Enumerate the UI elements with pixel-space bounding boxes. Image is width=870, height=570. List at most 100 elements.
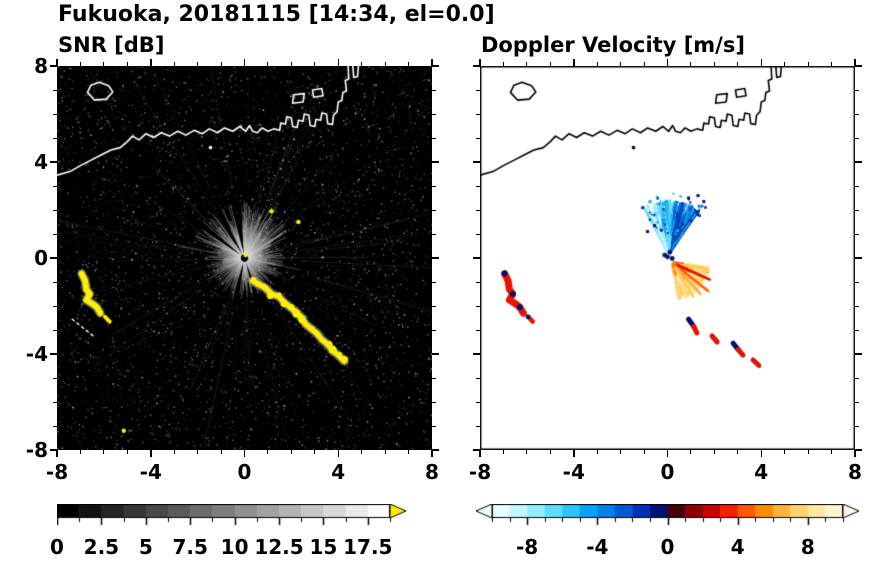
y-axis-label: 0 (34, 246, 48, 270)
axis-tick (476, 185, 480, 187)
axis-tick (690, 450, 692, 454)
axis-tick (314, 450, 316, 454)
axis-tick (56, 59, 58, 66)
axis-tick (713, 450, 715, 454)
axis-tick (432, 425, 436, 427)
axis-tick (666, 450, 669, 457)
axis-tick (855, 185, 859, 187)
axis-tick (479, 59, 481, 66)
axis-tick (855, 89, 859, 91)
velocity-panel-title: Doppler Velocity [m/s] (481, 33, 745, 57)
axis-tick (361, 62, 363, 66)
axis-tick (53, 89, 57, 91)
axis-tick (473, 449, 480, 451)
axis-tick (831, 62, 833, 66)
axis-tick (53, 377, 57, 379)
axis-tick (50, 161, 57, 163)
axis-tick (643, 450, 645, 454)
axis-tick (855, 425, 859, 427)
x-axis-label: 4 (331, 460, 346, 484)
axis-tick (784, 62, 786, 66)
axis-tick (267, 62, 269, 66)
axis-tick (431, 450, 433, 457)
axis-tick (267, 450, 269, 454)
snr-colorbar-label: 17.5 (343, 535, 393, 559)
axis-tick (476, 233, 480, 235)
axis-tick (432, 209, 436, 211)
axis-tick (220, 62, 222, 66)
axis-tick (384, 450, 386, 454)
axis-tick (476, 305, 480, 307)
x-axis-label: 0 (660, 460, 675, 484)
axis-tick (573, 450, 575, 457)
x-axis-label: 8 (848, 460, 862, 484)
snr-colorbar-label: 10 (220, 535, 249, 559)
axis-tick (855, 257, 862, 259)
axis-tick (150, 59, 152, 66)
axis-tick (476, 89, 480, 91)
axis-tick (476, 329, 480, 331)
x-axis-label: 0 (237, 460, 252, 484)
axis-tick (476, 425, 480, 427)
axis-tick (502, 62, 504, 66)
axis-tick (126, 450, 128, 454)
axis-tick (432, 377, 436, 379)
axis-tick (476, 401, 480, 403)
snr-colorbar-label: 5 (138, 535, 153, 559)
axis-tick (784, 450, 786, 454)
velocity-colorbar-label: 0 (660, 535, 675, 559)
axis-tick (314, 62, 316, 66)
axis-tick (126, 62, 128, 66)
snr-colorbar-label: 7.5 (172, 535, 208, 559)
axis-tick (855, 353, 862, 355)
axis-tick (173, 450, 175, 454)
axis-tick (526, 62, 528, 66)
axis-tick (103, 450, 105, 454)
axis-tick (855, 449, 862, 451)
axis-tick (476, 113, 480, 115)
snr-colorbar-label: 15 (309, 535, 338, 559)
axis-tick (476, 377, 480, 379)
velocity-colorbar-label: -8 (515, 535, 539, 559)
axis-tick (56, 450, 58, 457)
axis-tick (855, 377, 859, 379)
axis-tick (53, 209, 57, 211)
axis-tick (50, 257, 57, 259)
axis-tick (855, 281, 859, 283)
snr-colorbar-label: 12.5 (254, 535, 304, 559)
snr-colorbar-label: 0 (50, 535, 64, 559)
axis-tick (150, 450, 152, 457)
axis-tick (502, 450, 504, 454)
axis-tick (473, 257, 480, 259)
axis-tick (473, 353, 480, 355)
axis-tick (473, 161, 480, 163)
axis-tick (432, 113, 436, 115)
axis-tick (855, 401, 859, 403)
x-axis-label: -8 (468, 460, 492, 484)
axis-tick (854, 59, 856, 66)
axis-tick (53, 137, 57, 139)
x-axis-label: 4 (754, 460, 769, 484)
axis-tick (479, 450, 481, 457)
axis-tick (50, 449, 57, 451)
axis-tick (737, 62, 739, 66)
axis-tick (53, 281, 57, 283)
axis-tick (854, 450, 856, 457)
axis-tick (53, 425, 57, 427)
axis-tick (807, 62, 809, 66)
velocity-plot-canvas (480, 66, 855, 450)
axis-tick (713, 62, 715, 66)
axis-tick (807, 450, 809, 454)
axis-tick (432, 161, 439, 163)
axis-tick (53, 185, 57, 187)
axis-tick (290, 450, 292, 454)
axis-tick (690, 62, 692, 66)
axis-tick (432, 401, 436, 403)
axis-tick (243, 59, 246, 66)
axis-tick (855, 305, 859, 307)
axis-tick (290, 62, 292, 66)
axis-tick (855, 113, 859, 115)
x-axis-label: -8 (45, 460, 69, 484)
y-axis-label: -8 (25, 438, 48, 462)
